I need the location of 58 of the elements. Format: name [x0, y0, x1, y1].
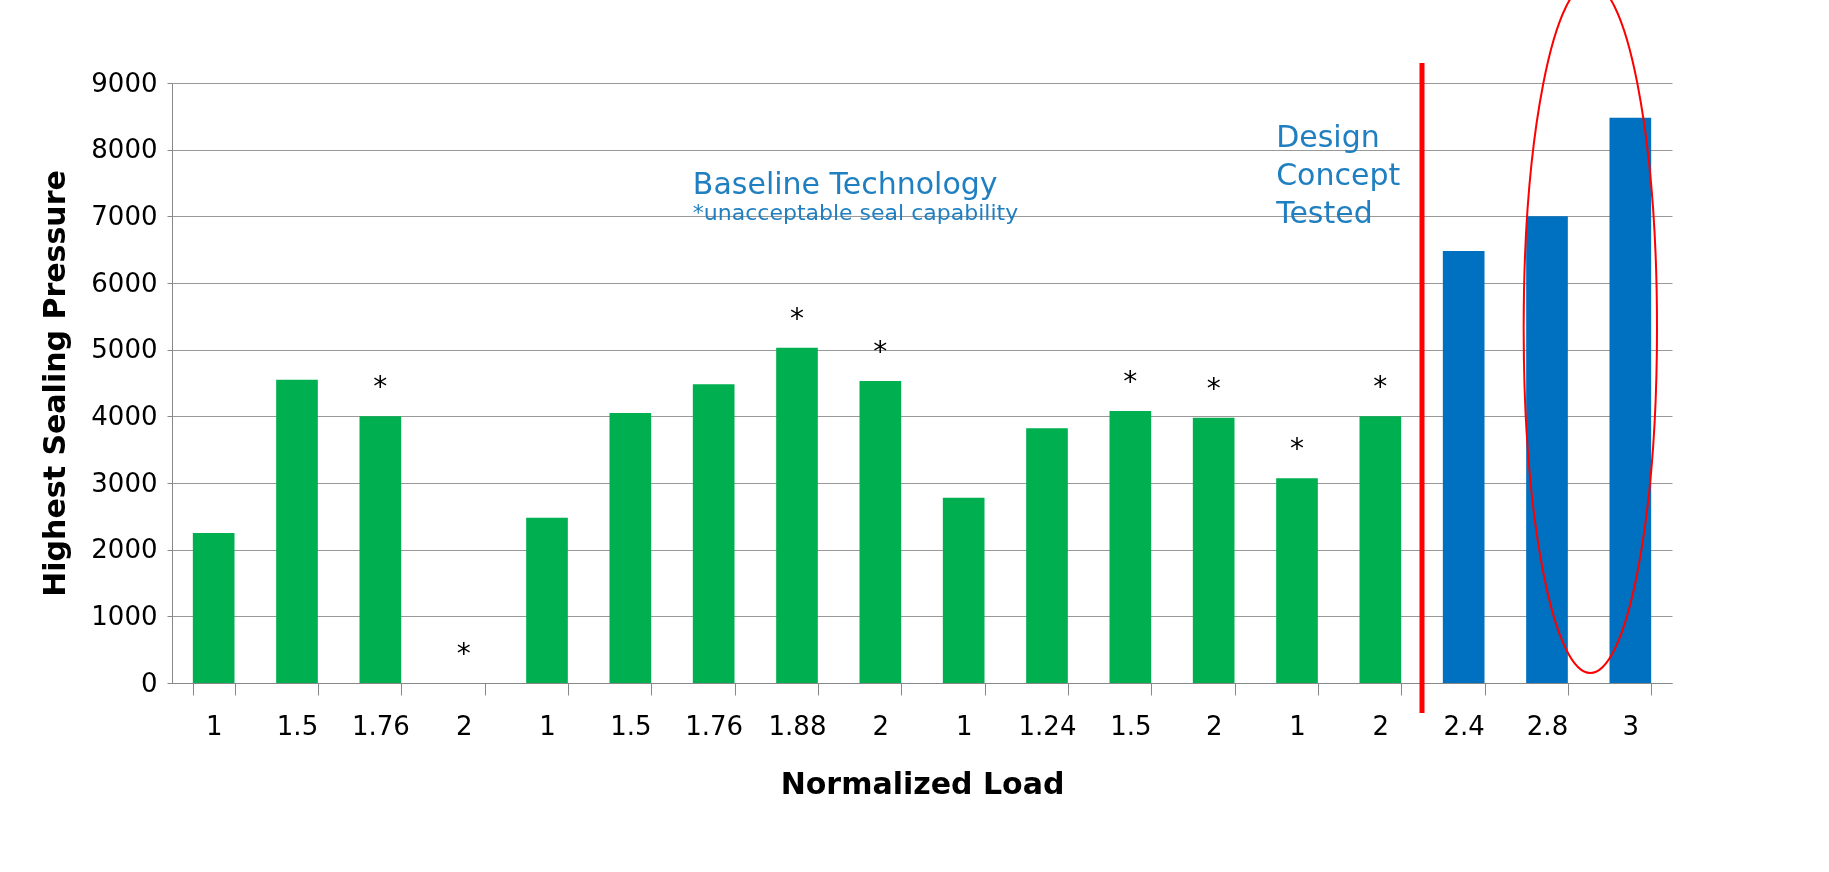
data-label: *: [1373, 370, 1388, 404]
y-tick-label: 4000: [91, 400, 158, 431]
bar: [609, 413, 652, 683]
x-tick-label: 2.4: [1443, 710, 1485, 741]
bar: [692, 384, 735, 683]
x-tick-label: 1: [205, 710, 223, 741]
x-tick-label: 1.88: [768, 710, 827, 741]
x-tick-label: 2: [1205, 710, 1223, 741]
y-tick-label: 5000: [91, 334, 158, 365]
x-tick-label: 2: [872, 710, 890, 741]
bar: [276, 379, 318, 683]
bar: [942, 497, 985, 683]
bar: [1609, 117, 1652, 683]
y-tick-label: 6000: [91, 267, 158, 298]
bar: [859, 381, 902, 683]
x-tick-label: 1: [539, 710, 556, 741]
bar: [1109, 411, 1152, 683]
x-tick-label: 1.24: [1018, 710, 1077, 741]
bar: [526, 517, 568, 683]
bar: [1192, 417, 1235, 683]
x-tick-label: 1.5: [610, 710, 652, 741]
y-tick-label: 0: [140, 667, 158, 698]
bar: [1359, 416, 1402, 683]
bar: [1026, 428, 1068, 683]
data-label: *: [873, 335, 888, 368]
y-axis-title: Highest Sealing Pressure: [37, 170, 73, 597]
bar: [1526, 216, 1568, 683]
data-label: *: [456, 637, 471, 670]
data-label: *: [373, 370, 388, 404]
annotation: Baseline Technology: [692, 165, 998, 201]
x-axis-title: Normalized Load: [780, 765, 1065, 801]
data-label: *: [1206, 371, 1221, 405]
x-tick-label: 1: [955, 710, 973, 741]
x-tick-label: 2: [455, 710, 473, 741]
y-tick-label: 1000: [91, 600, 158, 631]
bar: [1276, 478, 1318, 683]
y-tick-label: 8000: [91, 134, 158, 165]
x-tick-label: 1.76: [351, 710, 410, 741]
annotation: *unacceptable seal capability: [692, 200, 1019, 225]
y-tick-label: 7000: [91, 200, 158, 231]
x-tick-label: 3: [1622, 710, 1640, 741]
bar: [359, 416, 402, 683]
data-label: *: [1123, 365, 1138, 398]
x-tick-label: 2: [1372, 710, 1390, 741]
y-tick-label: 9000: [91, 67, 158, 98]
bar: [1442, 251, 1485, 683]
x-tick-label: 2.8: [1526, 710, 1569, 741]
y-tick-label: 2000: [91, 534, 158, 565]
data-label: *: [1290, 432, 1304, 466]
y-tick-label: 3000: [91, 467, 158, 498]
x-tick-label: 1: [1289, 710, 1306, 741]
bar: [776, 347, 818, 683]
annotation: Design Concept Tested: [1275, 119, 1401, 230]
bar: [192, 533, 235, 683]
x-tick-label: 1.76: [685, 710, 744, 741]
x-tick-label: 1.5: [276, 710, 319, 741]
x-tick-label: 1.5: [1110, 710, 1152, 741]
data-label: *: [790, 301, 804, 335]
